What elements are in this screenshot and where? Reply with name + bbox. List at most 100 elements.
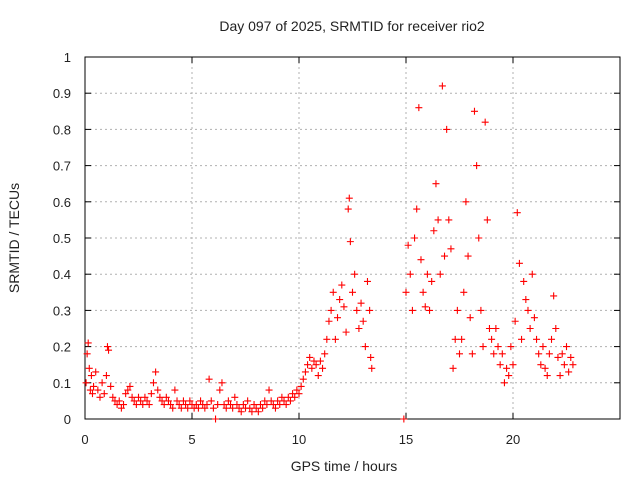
data-point-marker (430, 227, 438, 235)
data-point-marker (271, 404, 279, 412)
data-point-marker (177, 404, 185, 412)
data-point-marker (507, 343, 515, 351)
data-point-marker (197, 397, 205, 405)
y-tick-label: 1 (64, 50, 71, 65)
data-point-marker (252, 404, 260, 412)
data-point-marker (137, 397, 145, 405)
data-point-marker (233, 401, 241, 409)
data-point-marker (526, 325, 534, 332)
data-point-marker (346, 238, 354, 246)
data-point-marker (244, 397, 252, 405)
data-point-marker (100, 390, 108, 398)
data-point-marker (179, 397, 187, 405)
data-point-marker (552, 325, 560, 332)
data-point-marker (224, 397, 232, 405)
data-point-marker (87, 372, 95, 380)
data-point-marker (267, 397, 275, 405)
y-tick-label: 0 (64, 412, 71, 427)
data-point-marker (524, 306, 532, 314)
data-point-marker (282, 401, 290, 409)
data-point-marker (222, 404, 230, 412)
data-point-marker (543, 372, 551, 380)
data-point-marker (128, 393, 136, 401)
data-point-marker (256, 401, 264, 409)
data-point-marker (569, 361, 577, 369)
data-point-marker (336, 296, 344, 304)
data-point-marker (314, 372, 322, 380)
data-point-marker (293, 386, 301, 394)
data-point-marker (109, 393, 117, 401)
data-point-marker (115, 397, 123, 405)
data-point-marker (451, 335, 459, 343)
data-point-marker (229, 404, 237, 412)
data-point-marker (113, 401, 121, 409)
data-point-marker (164, 397, 172, 405)
data-point-marker (186, 397, 194, 405)
data-point-marker (417, 256, 425, 264)
data-point-marker (367, 353, 375, 361)
data-point-marker (518, 335, 526, 343)
data-point-marker (453, 306, 461, 314)
data-point-marker (400, 415, 408, 423)
data-point-marker (214, 401, 222, 409)
y-tick-label: 0.4 (53, 267, 71, 282)
data-point-marker (135, 393, 142, 401)
data-point-marker (479, 343, 487, 351)
data-point-marker (316, 357, 324, 365)
data-point-marker (355, 325, 363, 332)
data-point-marker (340, 303, 348, 311)
data-point-marker (205, 375, 213, 383)
data-point-marker (184, 404, 192, 412)
data-point-marker (368, 364, 376, 372)
y-tick-label: 0.1 (53, 376, 71, 391)
data-point-marker (149, 379, 157, 387)
data-point-marker (284, 393, 292, 401)
data-point-marker (231, 393, 239, 401)
data-point-marker (289, 390, 297, 398)
data-point-marker (250, 401, 258, 409)
y-tick-label: 0.7 (53, 159, 71, 174)
data-point-marker (402, 288, 410, 296)
data-point-marker (117, 404, 125, 412)
data-point-marker (492, 325, 500, 332)
data-point-marker (299, 375, 307, 383)
data-point-marker (156, 393, 164, 401)
data-point-marker (145, 401, 153, 409)
y-tick-label: 0.3 (53, 303, 71, 318)
data-point-marker (321, 350, 329, 358)
data-point-marker (500, 379, 508, 387)
data-point-marker (239, 401, 247, 409)
data-point-marker (102, 372, 110, 380)
data-point-marker (447, 245, 455, 253)
data-point-marker (466, 314, 474, 322)
data-point-marker (286, 397, 294, 405)
data-point-marker (432, 180, 440, 188)
data-point-marker (345, 194, 353, 202)
data-point-marker (83, 350, 91, 358)
x-axis-title: GPS time / hours (291, 458, 398, 474)
data-point-marker (132, 401, 140, 409)
x-tick-label: 10 (292, 432, 306, 447)
data-point-marker (408, 306, 416, 314)
data-point-marker (470, 107, 478, 115)
data-point-marker (192, 401, 200, 409)
data-point-marker (98, 379, 106, 387)
data-point-marker (488, 335, 496, 343)
x-tick-label: 20 (506, 432, 520, 447)
data-point-marker (92, 368, 100, 376)
data-point-marker (152, 368, 160, 376)
data-point-marker (201, 404, 209, 412)
data-point-marker (428, 277, 436, 285)
data-point-marker (82, 379, 90, 387)
data-point-marker (434, 216, 442, 224)
data-point-marker (567, 353, 575, 361)
data-point-marker (259, 404, 267, 412)
x-tick-label: 15 (399, 432, 413, 447)
data-point-marker (306, 353, 314, 361)
data-point-marker (468, 350, 476, 358)
data-point-marker (419, 288, 427, 296)
data-point-marker (304, 361, 312, 369)
data-point-marker (421, 303, 429, 311)
data-point-marker (464, 252, 472, 260)
data-point-marker (483, 216, 491, 224)
